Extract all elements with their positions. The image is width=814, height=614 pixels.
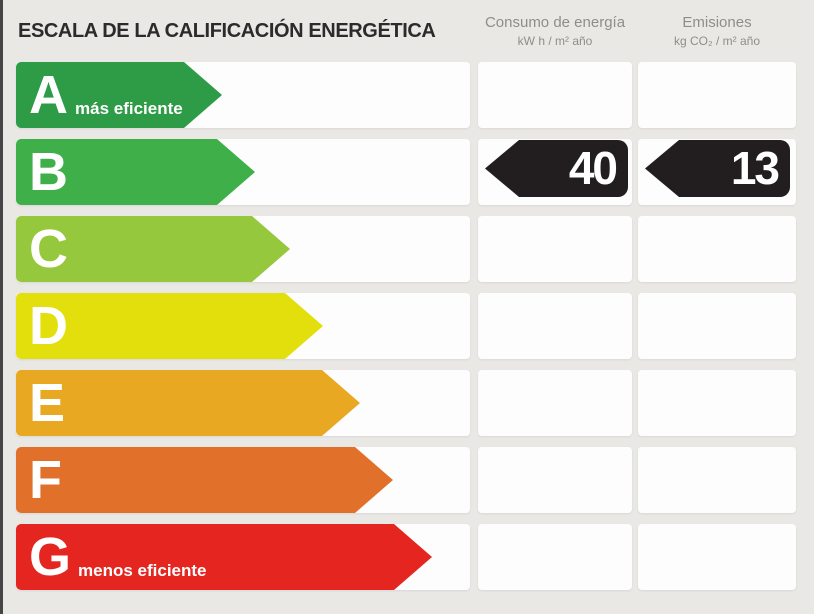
- rating-arrow-g: G menos eficiente: [16, 524, 432, 590]
- rating-row-a: A más eficiente: [16, 62, 796, 128]
- emisiones-cell-e: [638, 370, 796, 436]
- column-header-emisiones: Emisiones kg CO₂ / m² año: [638, 13, 796, 49]
- emisiones-cell-c: [638, 216, 796, 282]
- rating-letter-e: E: [29, 373, 65, 433]
- emisiones-cell-d: [638, 293, 796, 359]
- consumo-cell-c: [478, 216, 632, 282]
- consumo-value: 40: [568, 142, 618, 194]
- column-header-consumo: Consumo de energía kW h / m² año: [478, 13, 632, 49]
- rating-track-c: C: [16, 216, 470, 282]
- rating-arrow-e: E: [16, 370, 360, 436]
- page-title: ESCALA DE LA CALIFICACIÓN ENERGÉTICA: [18, 19, 436, 42]
- rating-row-b: B 40 13: [16, 139, 796, 205]
- rating-scale: A más eficiente B 40 13 C: [0, 62, 814, 590]
- consumo-label: Consumo de energía: [484, 14, 626, 31]
- rating-letter-g: G: [29, 527, 71, 587]
- title-zone: ESCALA DE LA CALIFICACIÓN ENERGÉTICA: [16, 20, 470, 43]
- rating-arrow-c: C: [16, 216, 290, 282]
- rating-arrow-f: F: [16, 447, 393, 513]
- consumo-value-badge: 40: [485, 140, 628, 197]
- rating-track-g: G menos eficiente: [16, 524, 470, 590]
- rating-track-d: D: [16, 293, 470, 359]
- rating-row-c: C: [16, 216, 796, 282]
- emisiones-value-badge: 13: [645, 140, 790, 197]
- rating-track-f: F: [16, 447, 470, 513]
- emisiones-cell-f: [638, 447, 796, 513]
- rating-note-a: más eficiente: [75, 99, 183, 118]
- rating-letter-b: B: [29, 142, 67, 202]
- rating-letter-c: C: [29, 219, 67, 279]
- rating-track-b: B: [16, 139, 470, 205]
- consumo-cell-b: 40: [478, 139, 632, 205]
- emisiones-value: 13: [730, 142, 780, 194]
- rating-row-e: E: [16, 370, 796, 436]
- page-left-edge: [0, 0, 3, 614]
- consumo-cell-g: [478, 524, 632, 590]
- rating-note-g: menos eficiente: [78, 561, 207, 580]
- rating-letter-f: F: [29, 450, 61, 510]
- consumo-cell-e: [478, 370, 632, 436]
- rating-letter-a: A: [29, 65, 67, 125]
- rating-arrow-b: B: [16, 139, 255, 205]
- header: ESCALA DE LA CALIFICACIÓN ENERGÉTICA Con…: [0, 0, 814, 62]
- emisiones-units: kg CO₂ / m² año: [673, 34, 760, 48]
- consumo-cell-d: [478, 293, 632, 359]
- consumo-units: kW h / m² año: [517, 34, 593, 48]
- rating-row-d: D: [16, 293, 796, 359]
- consumo-cell-a: [478, 62, 632, 128]
- rating-row-f: F: [16, 447, 796, 513]
- rating-row-g: G menos eficiente: [16, 524, 796, 590]
- emisiones-cell-g: [638, 524, 796, 590]
- consumo-cell-f: [478, 447, 632, 513]
- rating-arrow-a: A más eficiente: [16, 62, 222, 128]
- rating-track-e: E: [16, 370, 470, 436]
- rating-arrow-d: D: [16, 293, 323, 359]
- emisiones-label: Emisiones: [682, 14, 752, 31]
- emisiones-cell-b: 13: [638, 139, 796, 205]
- rating-track-a: A más eficiente: [16, 62, 470, 128]
- emisiones-cell-a: [638, 62, 796, 128]
- rating-letter-d: D: [29, 296, 67, 356]
